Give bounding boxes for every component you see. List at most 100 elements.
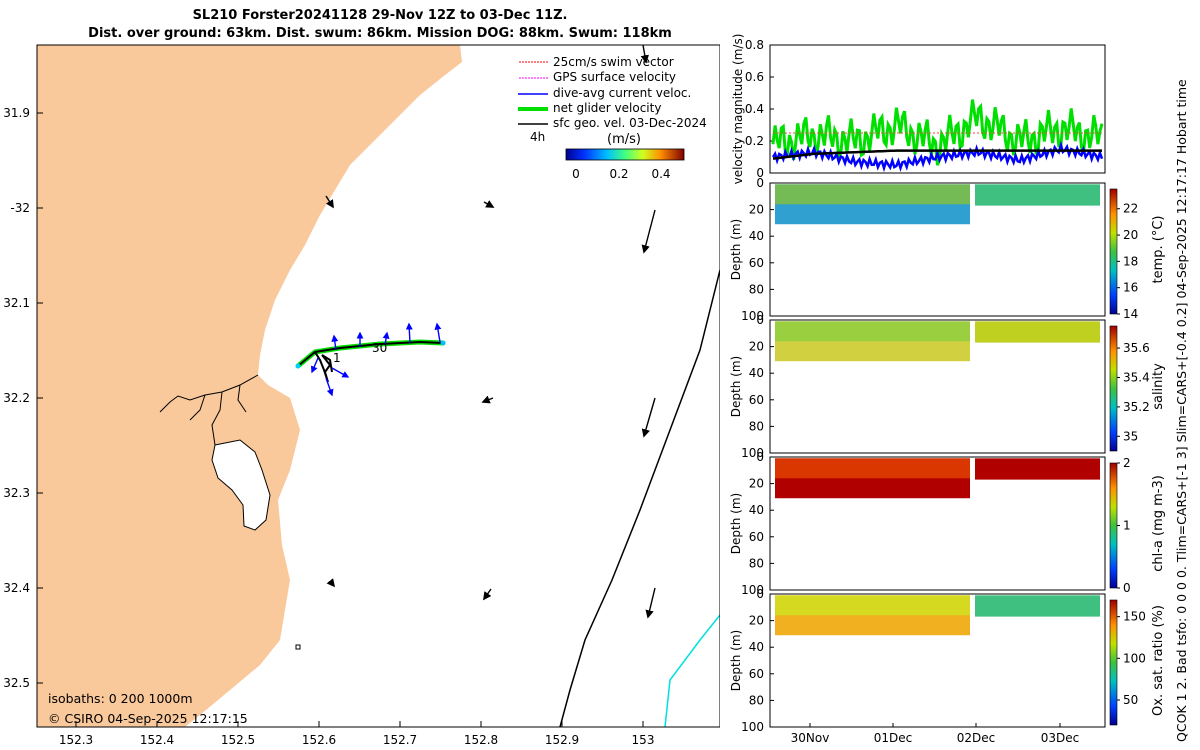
depth-tick-label: 20 — [749, 340, 764, 354]
velocity-ylabel: velocity magnitude (m/s) — [731, 34, 745, 185]
map-x-ticks: 152.3 152.4 152.5 152.6 152.7 152.8 152.9 153 — [59, 721, 655, 747]
colorbar-label: salinity — [1151, 363, 1166, 410]
depth-tick-label: 40 — [749, 366, 764, 380]
velocity-series-net-glider-velocity — [771, 99, 1104, 166]
legend-dive-avg: dive-avg current veloc. — [553, 86, 691, 100]
colorbar-tick-2: 0.4 — [651, 167, 670, 181]
colorbar-tick-label: 14 — [1123, 307, 1138, 321]
depth-tick-label: 20 — [749, 203, 764, 217]
section-data-block-late — [975, 595, 1100, 617]
time-tick-label: 02Dec — [957, 731, 996, 745]
legend-net: net glider velocity — [553, 101, 661, 115]
map-y-tick-label: -32 — [10, 201, 30, 215]
map-x-tick-label: 152.5 — [221, 733, 255, 747]
section-oxygen-saturation: 0 20 40 60 80 100 Depth (m) 50 100 150 Ox. sat. ra… — [729, 587, 1166, 734]
depth-tick-label: 0 — [756, 450, 764, 464]
section-data-block-late — [975, 184, 1100, 206]
depth-tick-label: 100 — [741, 446, 764, 460]
depth-tick-label: 80 — [749, 282, 764, 296]
copyright: © CSIRO 04-Sep-2025 12:17:15 — [48, 711, 248, 726]
velocity-y-tick-label: 0 — [756, 166, 764, 180]
depth-tick-label: 60 — [749, 393, 764, 407]
velocity-series-sfc-geo-vel- — [772, 149, 1102, 160]
side-caption: QCOK 1 2. Bad tsfo: 0 0 0 0. Tlim=CARS+[… — [1174, 79, 1189, 742]
map-y-tick-label: 32.2 — [3, 391, 30, 405]
map-x-tick-label: 152.8 — [464, 733, 498, 747]
velocity-y-tick-label: 0.8 — [745, 38, 764, 52]
section-colorbar — [1109, 188, 1118, 315]
depth-tick-label: 60 — [749, 256, 764, 270]
depth-tick-label: 20 — [749, 614, 764, 628]
colorbar-tick-label: 35.6 — [1123, 341, 1150, 355]
map-y-tick-label: 32.1 — [3, 296, 30, 310]
lake — [211, 439, 271, 531]
depth-tick-label: 40 — [749, 229, 764, 243]
colorbar-tick-label: 20 — [1123, 228, 1138, 242]
colorbar-unit: (m/s) — [607, 132, 641, 147]
map-y-tick-label: 32.3 — [3, 486, 30, 500]
depth-tick-label: 60 — [749, 530, 764, 544]
section-chlorophyll-a: 0 20 40 60 80 100 Depth (m) 0 1 2 chl-a (mg m-3) — [729, 450, 1166, 597]
colorbar-tick-label: 16 — [1123, 281, 1138, 295]
figure-subtitle: Dist. over ground: 63km. Dist. swum: 86k… — [88, 26, 672, 41]
isobaths-label: isobaths: 0 200 1000m — [48, 691, 193, 706]
velocity-y-tick-label: 0.4 — [745, 102, 764, 116]
depth-tick-label: 0 — [756, 313, 764, 327]
section-data-block-late — [975, 458, 1100, 480]
colorbar-tick-label: 150 — [1123, 610, 1146, 624]
section-colorbar — [1109, 325, 1118, 452]
depth-tick-label: 100 — [741, 309, 764, 323]
depth-tick-label: 100 — [741, 720, 764, 734]
colorbar-label: temp. (°C) — [1151, 216, 1166, 284]
section-data-block-early-shallow — [775, 184, 970, 205]
section-temperature: 0 20 40 60 80 100 Depth (m) 14 16 18 20 22 temp. (°C… — [729, 176, 1166, 323]
map-x-tick-label: 152.7 — [383, 733, 417, 747]
colorbar-tick-label: 50 — [1123, 693, 1138, 707]
depth-ylabel: Depth (m) — [729, 630, 743, 691]
isobath-1000 — [664, 614, 720, 727]
velocity-series-dive-avg-current-veloc- — [771, 140, 1104, 173]
legend-time: 4h — [530, 130, 545, 144]
time-tick-label: 03Dec — [1041, 731, 1080, 745]
map-legend: 25cm/s swim vector GPS surface velocity … — [518, 55, 707, 181]
section-data-block-early-shallow — [775, 595, 970, 616]
depth-tick-label: 20 — [749, 477, 764, 491]
map-y-ticks: 31.9 -32 32.1 32.2 32.3 32.4 32.5 — [3, 106, 43, 690]
time-tick-label: 30Nov — [791, 731, 830, 745]
depth-tick-label: 40 — [749, 503, 764, 517]
colorbar-label: Ox. sat. ratio (%) — [1151, 605, 1166, 716]
section-data-block-early-shallow — [775, 321, 970, 342]
current-vectors — [310, 322, 442, 397]
colorbar-tick-label: 0 — [1123, 581, 1131, 595]
colorbar-tick-0: 0 — [572, 167, 580, 181]
colorbar-tick-label: 18 — [1123, 254, 1138, 268]
velocity-y-tick-label: 0.2 — [745, 134, 764, 148]
map-x-tick-label: 153 — [632, 733, 655, 747]
isobath-200 — [559, 269, 720, 727]
depth-tick-label: 0 — [756, 176, 764, 190]
legend-geo: sfc geo. vel. 03-Dec-2024 — [553, 116, 707, 130]
track-label-start: 30 — [372, 341, 387, 355]
depth-tick-label: 80 — [749, 419, 764, 433]
figure-title: SL210 Forster20241128 29-Nov 12Z to 03-D… — [192, 8, 568, 23]
velocity-y-tick-label: 0.6 — [745, 70, 764, 84]
colorbar-tick-label: 2 — [1123, 456, 1131, 470]
map-y-tick-label: 32.4 — [3, 581, 30, 595]
colorbar-tick-label: 35.2 — [1123, 400, 1150, 414]
land — [37, 45, 462, 727]
depth-ylabel: Depth (m) — [729, 219, 743, 280]
map-y-tick-label: 31.9 — [3, 106, 30, 120]
legend-swim: 25cm/s swim vector — [553, 55, 674, 69]
track-label-end: 1 — [333, 351, 341, 365]
glider-map: 30 1 25cm/s swim vector GPS surface velo… — [3, 44, 720, 747]
colorbar-tick-label: 1 — [1123, 519, 1131, 533]
geostrophic-vectors — [325, 45, 656, 619]
section-data-block-early-shallow — [775, 458, 970, 479]
depth-tick-label: 80 — [749, 693, 764, 707]
map-y-tick-label: 32.5 — [3, 676, 30, 690]
depth-ylabel: Depth (m) — [729, 356, 743, 417]
depth-ylabel: Depth (m) — [729, 493, 743, 554]
depth-tick-label: 80 — [749, 556, 764, 570]
